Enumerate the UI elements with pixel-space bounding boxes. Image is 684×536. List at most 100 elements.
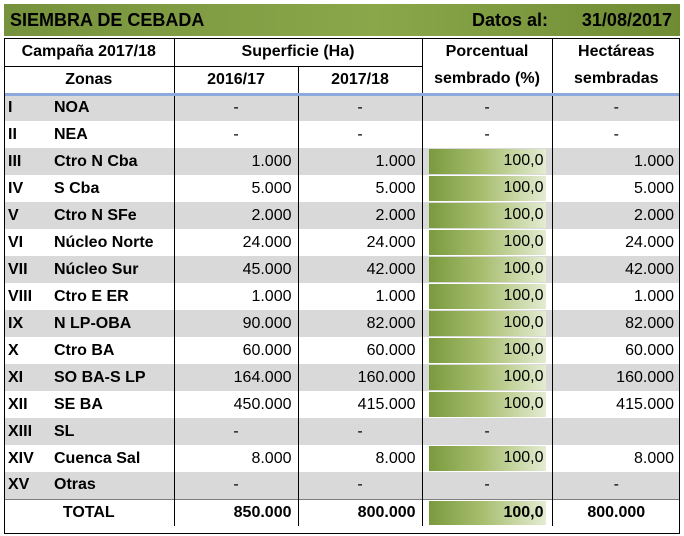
area-2016-value: 164.000	[174, 364, 298, 391]
table-row: III Ctro N Cba 1.000 1.000 100,0 1.000	[4, 148, 680, 175]
porcentual-header-line2: sembrado (%)	[422, 66, 552, 94]
zone-number: VI	[4, 229, 50, 256]
percent-cell: 100,0	[422, 337, 552, 364]
table-row: V Ctro N SFe 2.000 2.000 100,0 2.000	[4, 202, 680, 229]
zone-number: VIII	[4, 283, 50, 310]
total-hectareas-value: 800.000	[552, 499, 680, 526]
area-2016-value: 450.000	[174, 391, 298, 418]
table-row: II NEA - - - -	[4, 121, 680, 148]
total-row: TOTAL 850.000 800.000 100,0 800.000	[4, 499, 680, 526]
hectareas-value: 60.000	[552, 337, 680, 364]
area-2016-value: 24.000	[174, 229, 298, 256]
table-row: X Ctro BA 60.000 60.000 100,0 60.000	[4, 337, 680, 364]
area-2017-value: 8.000	[298, 445, 422, 472]
title-bar: SIEMBRA DE CEBADA Datos al: 31/08/2017	[4, 4, 680, 36]
percent-cell: 100,0	[422, 364, 552, 391]
hectareas-value: 5.000	[552, 175, 680, 202]
sowing-table: Campaña 2017/18 Superficie (Ha) Porcentu…	[4, 38, 680, 526]
total-2016-value: 850.000	[174, 499, 298, 526]
percent-value: 100,0	[503, 314, 543, 332]
hectareas-value: -	[552, 121, 680, 148]
zonas-header: Zonas	[4, 66, 174, 94]
zone-number: IX	[4, 310, 50, 337]
percent-value: -	[422, 121, 552, 148]
hectareas-value: -	[552, 472, 680, 499]
percent-value: -	[422, 472, 552, 499]
area-2017-value: 1.000	[298, 283, 422, 310]
report-sheet: SIEMBRA DE CEBADA Datos al: 31/08/2017 C…	[4, 4, 680, 532]
total-2017-value: 800.000	[298, 499, 422, 526]
area-2017-value: -	[298, 121, 422, 148]
total-label: TOTAL	[4, 499, 174, 526]
zone-name: Ctro BA	[50, 337, 174, 364]
percent-cell: 100,0	[422, 148, 552, 175]
percent-value: 100,0	[503, 395, 543, 413]
year-2016-header: 2016/17	[174, 66, 298, 94]
zone-number: I	[4, 94, 50, 121]
hectareas-value: -	[552, 94, 680, 121]
superficie-header: Superficie (Ha)	[174, 38, 422, 66]
table-row: XIII SL - - -	[4, 418, 680, 445]
percent-value: 100,0	[503, 260, 543, 278]
zone-name: Cuenca Sal	[50, 445, 174, 472]
zone-name: Ctro E ER	[50, 283, 174, 310]
area-2016-value: -	[174, 121, 298, 148]
zone-number: XV	[4, 472, 50, 499]
table-row: I NOA - - - -	[4, 94, 680, 121]
percent-cell: 100,0	[422, 391, 552, 418]
hectareas-value: 1.000	[552, 148, 680, 175]
percent-cell: 100,0	[422, 445, 552, 472]
zone-name: N LP-OBA	[50, 310, 174, 337]
area-2017-value: -	[298, 472, 422, 499]
percent-value: 100,0	[503, 449, 543, 467]
zone-number: X	[4, 337, 50, 364]
zone-name: Ctro N Cba	[50, 148, 174, 175]
percent-cell: 100,0	[422, 229, 552, 256]
header-row-2: Zonas 2016/17 2017/18 sembrado (%) sembr…	[4, 66, 680, 94]
zone-number: XIV	[4, 445, 50, 472]
area-2017-value: 2.000	[298, 202, 422, 229]
zone-name: Núcleo Sur	[50, 256, 174, 283]
area-2017-value: 60.000	[298, 337, 422, 364]
area-2016-value: 1.000	[174, 148, 298, 175]
table-row: VII Núcleo Sur 45.000 42.000 100,0 42.000	[4, 256, 680, 283]
table-row: VIII Ctro E ER 1.000 1.000 100,0 1.000	[4, 283, 680, 310]
zone-number: II	[4, 121, 50, 148]
zone-name: SO BA-S LP	[50, 364, 174, 391]
area-2017-value: 42.000	[298, 256, 422, 283]
percent-value: -	[422, 94, 552, 121]
zone-name: Núcleo Norte	[50, 229, 174, 256]
percent-cell: 100,0	[422, 175, 552, 202]
hectareas-value: 42.000	[552, 256, 680, 283]
area-2017-value: 82.000	[298, 310, 422, 337]
table-row: XI SO BA-S LP 164.000 160.000 100,0 160.000	[4, 364, 680, 391]
area-2016-value: 5.000	[174, 175, 298, 202]
area-2016-value: -	[174, 418, 298, 445]
percent-cell: 100,0	[422, 256, 552, 283]
total-percent-cell: 100,0	[422, 499, 552, 526]
area-2017-value: 160.000	[298, 364, 422, 391]
zone-name: Ctro N SFe	[50, 202, 174, 229]
header-row-1: Campaña 2017/18 Superficie (Ha) Porcentu…	[4, 38, 680, 66]
percent-cell: 100,0	[422, 310, 552, 337]
percent-value: 100,0	[503, 341, 543, 359]
percent-value: -	[422, 418, 552, 445]
hectareas-value: 24.000	[552, 229, 680, 256]
percent-value: 100,0	[503, 152, 543, 170]
hectareas-header-line2: sembradas	[552, 66, 680, 94]
area-2016-value: 90.000	[174, 310, 298, 337]
year-2017-header: 2017/18	[298, 66, 422, 94]
zone-number: VII	[4, 256, 50, 283]
zone-name: S Cba	[50, 175, 174, 202]
zone-number: XIII	[4, 418, 50, 445]
area-2017-value: -	[298, 418, 422, 445]
table-row: IX N LP-OBA 90.000 82.000 100,0 82.000	[4, 310, 680, 337]
zone-name: SL	[50, 418, 174, 445]
zone-number: III	[4, 148, 50, 175]
zone-number: V	[4, 202, 50, 229]
date-label: Datos al:	[472, 10, 548, 31]
percent-value: 100,0	[503, 233, 543, 251]
area-2016-value: 60.000	[174, 337, 298, 364]
table-row: IV S Cba 5.000 5.000 100,0 5.000	[4, 175, 680, 202]
area-2017-value: 1.000	[298, 148, 422, 175]
